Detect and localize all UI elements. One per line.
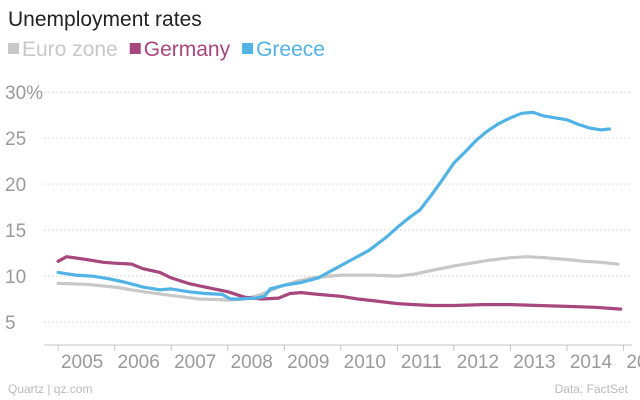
y-tick-label: 5	[5, 313, 16, 334]
x-tick-label: 2007	[174, 352, 216, 373]
x-tick-label: 2005	[61, 352, 103, 373]
x-axis: 2005 2006 2007 2008 2009 2010 2011 2012 2013 2014…	[44, 344, 640, 373]
x-tick-label: 2015	[626, 352, 640, 373]
data-credit: Data: FactSet	[555, 382, 629, 396]
x-tick-label: 2011	[401, 352, 442, 373]
gridlines	[44, 91, 632, 323]
x-tick-label: 2014	[570, 352, 613, 373]
x-tick-label: 2009	[287, 352, 329, 373]
x-tick-label: 2006	[118, 352, 160, 373]
legend: Euro zone Germany Greece	[8, 38, 325, 61]
legend-swatch-greece	[242, 43, 254, 54]
y-tick-label: 10	[5, 267, 26, 288]
y-tick-label: 20	[5, 175, 26, 196]
chart-title: Unemployment rates	[8, 8, 202, 31]
legend-label-germany: Germany	[144, 38, 231, 61]
x-tick-label: 2010	[344, 352, 386, 373]
series-line-greece	[56, 110, 611, 301]
series-line-germany	[56, 255, 623, 311]
legend-label-euro-zone: Euro zone	[22, 38, 118, 61]
legend-label-greece: Greece	[256, 38, 325, 61]
x-tick-label: 2008	[231, 352, 273, 373]
series-line-euro-zone	[56, 255, 620, 302]
x-tick-label: 2012	[457, 352, 499, 373]
y-tick-label: 15	[5, 221, 26, 242]
x-tick-label: 2013	[513, 352, 555, 373]
source-credit: Quartz | qz.com	[8, 382, 92, 396]
y-tick-label: 30%	[5, 83, 43, 104]
y-axis: 5 10 15 20 25 30%	[5, 83, 43, 334]
series-lines	[56, 110, 623, 311]
legend-swatch-euro-zone	[8, 43, 19, 54]
y-tick-label: 25	[5, 129, 26, 150]
legend-swatch-germany	[129, 43, 141, 54]
